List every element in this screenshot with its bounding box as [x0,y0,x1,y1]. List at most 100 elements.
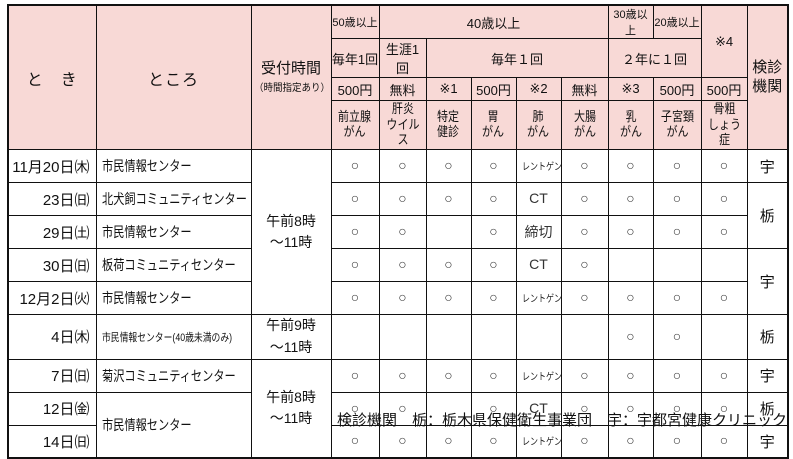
date-cell: 12日㈮ [7,391,97,426]
mark-cell: CT [515,248,562,283]
table-row: 7日㈰ 菊沢コミュニティセンター 午前8時 ～11時 ○ ○ ○ ○ レントゲン… [7,358,789,459]
date-cell: 7日㈰ [7,358,97,393]
freq-prostate: 毎年1回 [330,38,380,78]
mark: ○ [350,157,360,174]
exam-cervical-label: 子宮頚 がん [660,108,694,140]
reception-time-label: 受付時間 [260,59,321,77]
age-group-50: 50歳以上 [330,4,380,39]
header-org: 検診 機関 [746,4,789,151]
mark-cell [700,248,748,283]
mark: ○ [580,366,589,383]
mark: レントゲン [521,294,561,306]
price-prostate: 500円 [330,77,380,101]
mark: CT [529,399,548,416]
freq-biennial: ２年に１回 [607,38,702,78]
mark: ○ [489,399,498,416]
mark-cell: ○ [607,281,654,316]
mark-cell: レントゲン [515,281,562,316]
mark: ○ [444,157,453,174]
date-cell: 4日㈭ [7,314,97,360]
table-row: 12月2日㈫ 市民情報センター ○ ○ ○ ○ レントゲン ○ ○ ○ ○ [7,281,788,316]
place-label: 市民情報センター [101,416,192,433]
table-row: 23日㈰ 北犬飼コミュニティセンター ○ ○ ○ ○ CT ○ ○ ○ ○ 栃 [7,182,789,250]
exam-tokutei-label: 特定 健診 [437,108,460,140]
place-label: 市民情報センター [101,158,192,175]
mark-cell [425,215,472,250]
place-label: 板荷コミュニティセンター [101,257,236,274]
place-cell: 市民情報センター [95,149,252,184]
mark-cell: レントゲン [515,149,562,184]
mark: ○ [626,432,635,449]
header-row-exams: 前立腺 がん 肝炎 ウイルス 特定 健診 胃 がん 肺 がん 大腸 がん 乳 が… [8,99,788,151]
mark: ○ [489,432,498,449]
exam-lung: 肺 がん [515,99,562,151]
mark: ○ [626,289,635,306]
mark-cell: ○ [560,215,609,250]
mark: ○ [672,432,682,449]
mark-cell: ○ [560,248,609,283]
header-reception-time: 受付時間 （時間指定あり） [250,4,332,151]
exam-tokutei: 特定 健診 [425,99,472,151]
mark-cell: ○ [607,215,654,250]
price-lung: ※2 [515,77,562,101]
mark-cell: ○ [470,358,517,393]
time-cell: 午前9時 ～11時 [250,314,332,360]
date-cell: 29日㈯ [7,215,97,250]
mark: ○ [626,399,635,416]
mark: ○ [719,366,729,383]
org-cell: 宇 [746,248,789,316]
mark: レントゲン [521,437,561,449]
mark-cell [425,391,472,426]
mark: ○ [489,289,498,306]
mark-cell: ○ [560,424,609,459]
org-legend-footnote: 検診機関 栃：栃木県保健衛生事業団 宇：宇都宮健康クリニック [336,412,787,429]
mark-cell: 締切 [515,215,562,250]
mark: ○ [719,223,729,240]
age-group-30: 30歳以上 [607,4,654,39]
mark-cell: ○ [330,358,380,393]
exam-breast: 乳 がん [607,99,654,151]
org-cell: 宇 [746,149,789,184]
mark: ○ [580,432,589,449]
mark-cell: ○ [560,182,609,217]
mark: ○ [444,190,453,207]
org-cell: 宇 [746,424,789,459]
mark-cell: ○ [425,248,472,283]
mark-cell: ○ [470,248,517,283]
mark: ○ [444,289,453,306]
mark-cell: ○ [330,149,380,184]
mark-cell: ○ [560,391,609,426]
mark: ○ [672,366,682,383]
note-4: ※4 [700,4,748,78]
mark-cell: ○ [652,424,702,459]
mark-cell: ○ [607,314,654,360]
mark: ○ [626,157,635,174]
mark: ○ [398,289,407,306]
mark-cell: ○ [425,424,472,459]
date-cell: 14日㈰ [7,424,97,459]
mark-cell: ○ [652,281,702,316]
price-colon: 無料 [560,77,609,101]
mark-cell: ○ [330,248,380,283]
place-label: 市民情報センター [101,290,192,307]
mark: ○ [580,399,589,416]
exam-hepatitis-label: 肝炎 ウイルス [385,101,420,148]
mark: ○ [672,223,682,240]
mark-cell: ○ [607,358,654,393]
mark-cell: ○ [652,182,702,217]
place-cell: 市民情報センター(40歳未満のみ) [95,314,252,360]
exam-colon: 大腸 がん [560,99,609,151]
exam-osteoporosis: 骨粗 しょう症 [700,99,748,151]
mark: ○ [398,223,407,240]
place-cell: 北犬飼コミュニティセンター [95,182,252,217]
health-screening-schedule-page: と き ところ 受付時間 （時間指定あり） 50歳以上 40歳以上 30歳以上 … [7,4,790,459]
mark-cell: ○ [652,314,702,360]
date-cell: 30日㈰ [7,248,97,283]
mark-cell: ○ [378,358,427,393]
mark: ○ [350,366,360,383]
mark-cell: ○ [330,182,380,217]
mark-cell: ○ [425,149,472,184]
place-label: 市民情報センター [101,224,192,241]
time-cell: 午前8時 ～11時 [250,149,332,316]
mark: ○ [350,223,360,240]
